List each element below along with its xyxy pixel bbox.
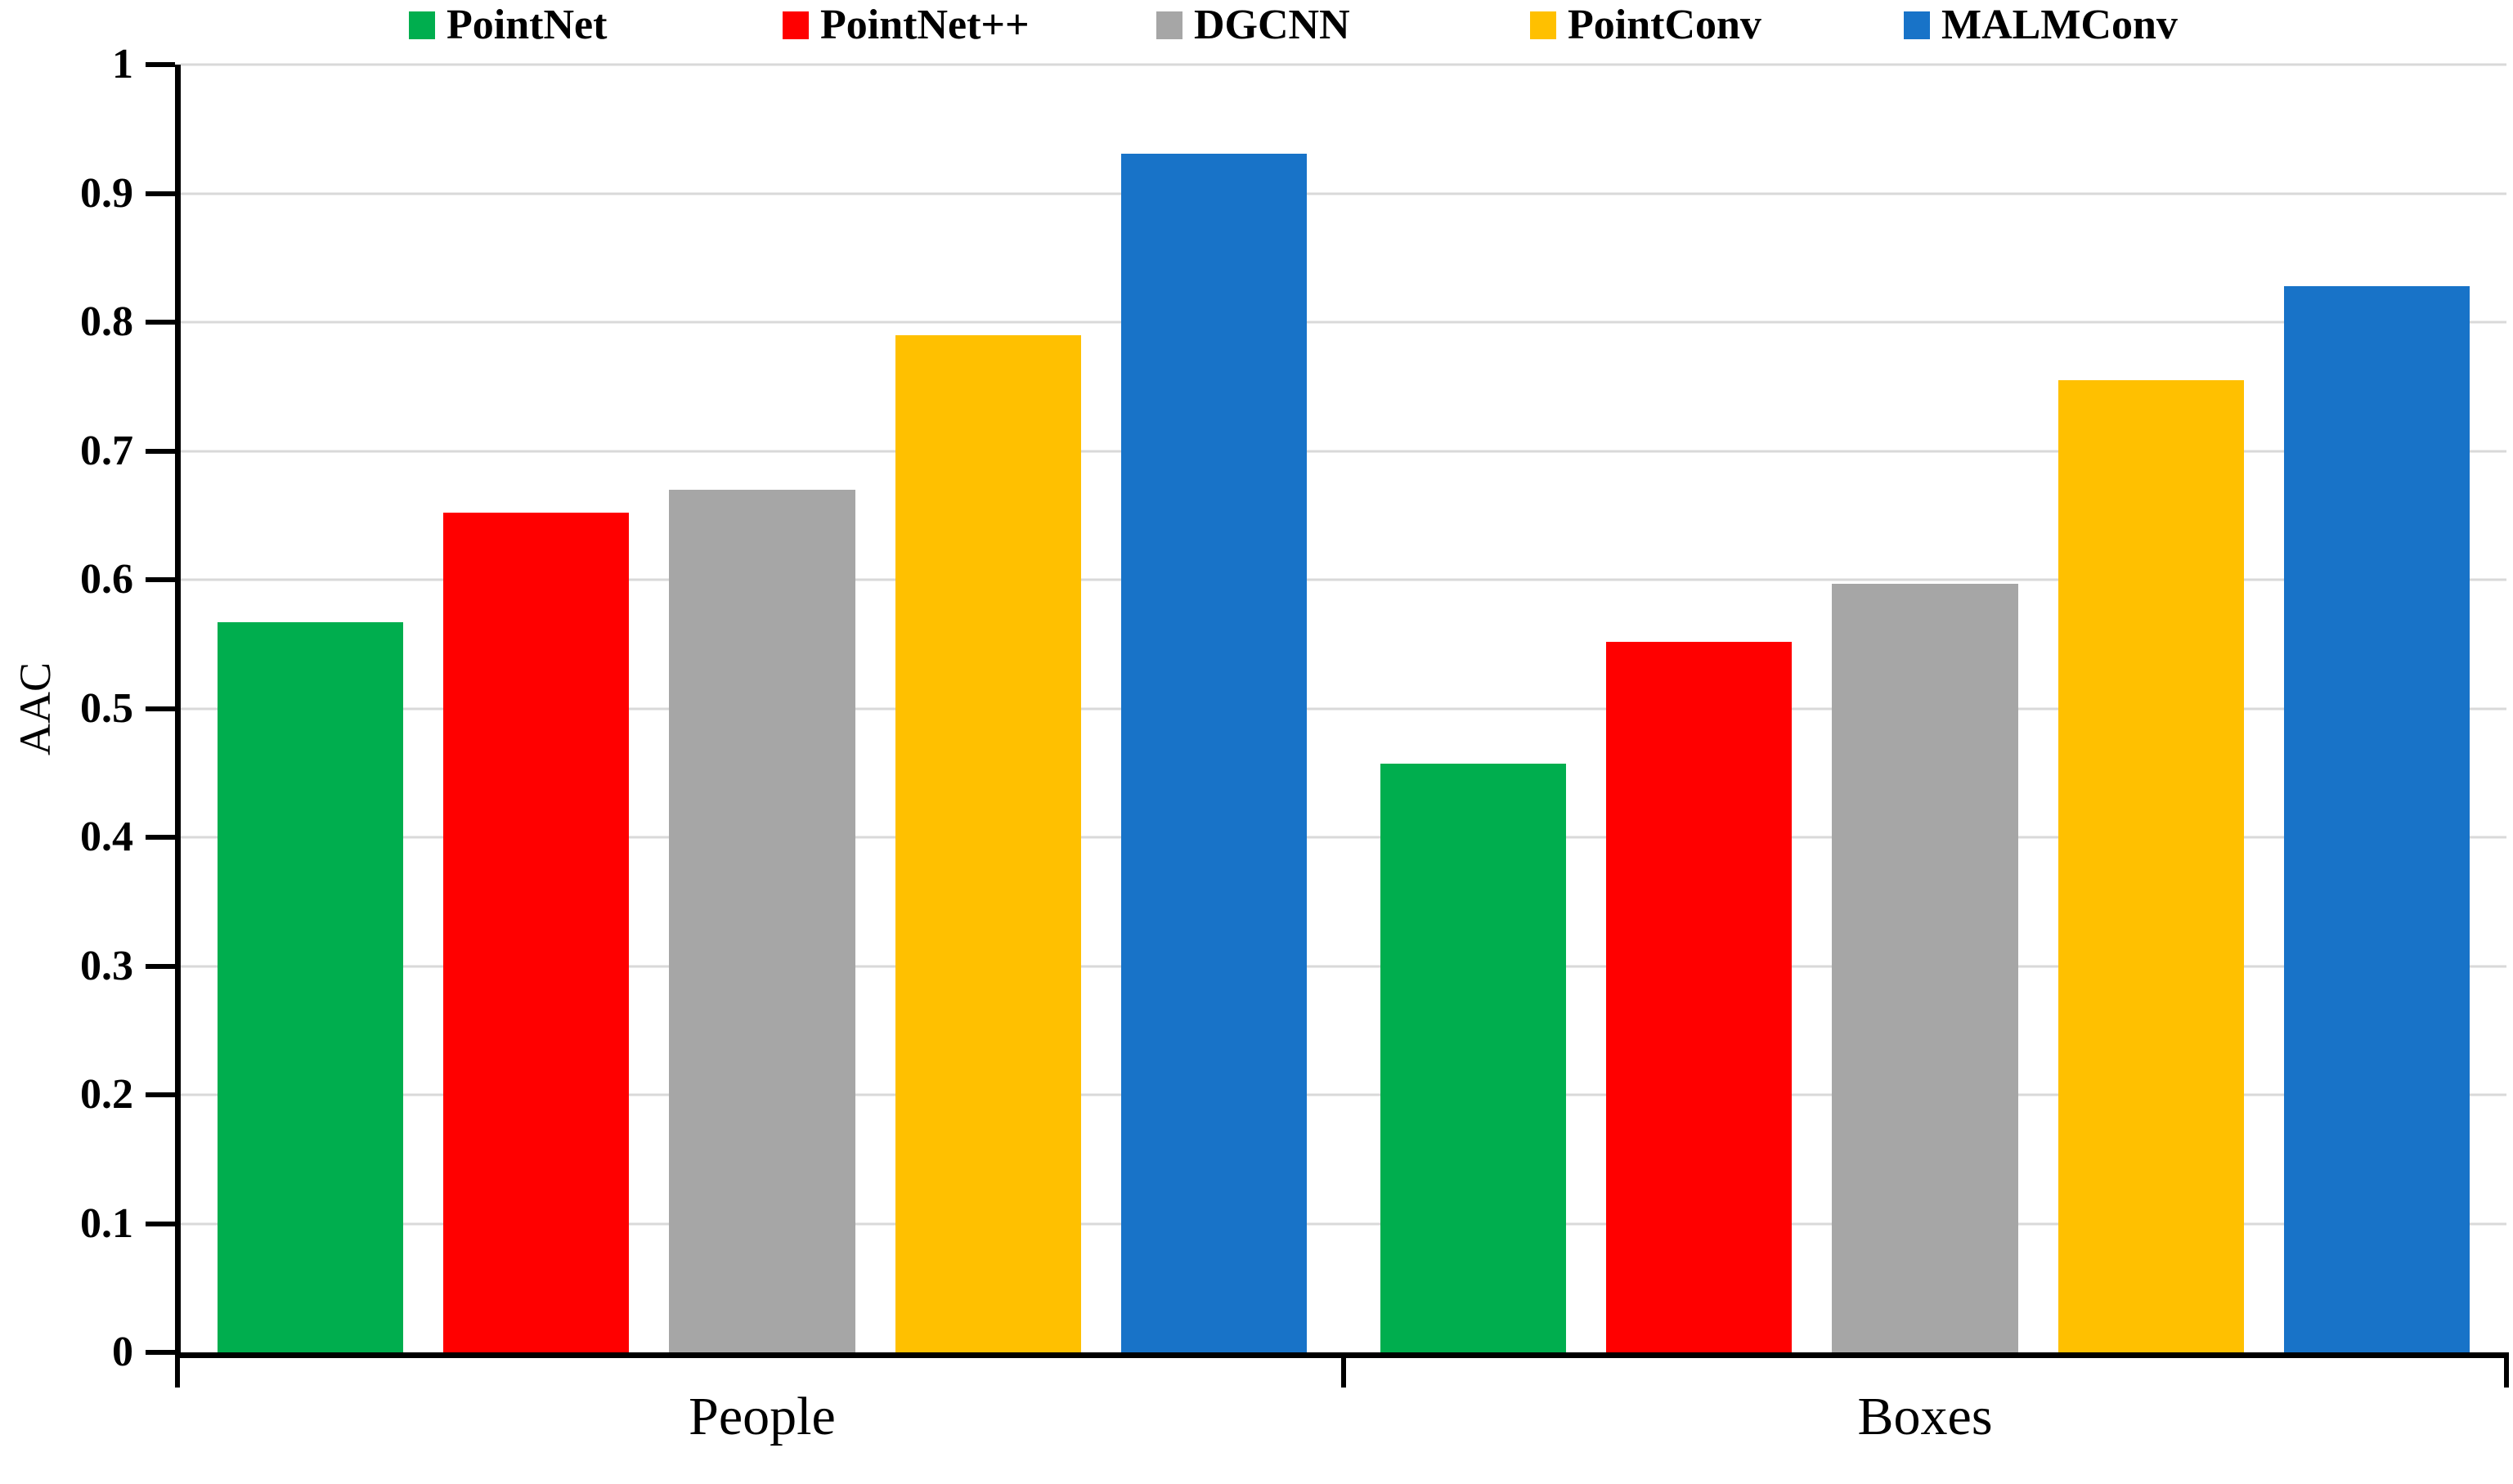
plot-area: AAC 0 0.1 0.2 0.3 0.4 0.5 0.6 0.7 0.8 0.9 1 People B… (11, 43, 2509, 1444)
y-axis-tick-label: 0.3 (80, 942, 133, 989)
legend-swatch-icon (783, 11, 809, 39)
legend-swatch-icon (1530, 11, 1556, 39)
bar-dgcnn-boxes (1832, 583, 2018, 1352)
bar-pointconv-boxes (2058, 379, 2245, 1352)
legend-item-pointconv: PointConv (1530, 4, 1904, 47)
y-axis-title: AAC (11, 661, 60, 755)
y-axis-tick-label: 0.9 (80, 169, 133, 217)
bar-group-boxes (1344, 65, 2506, 1352)
legend-item-malmconv: MALMConv (1904, 4, 2178, 47)
legend-item-pointnet: PointNet (409, 4, 783, 47)
legend-label: PointNet++ (820, 2, 1030, 48)
y-axis-tick-label: 0.2 (80, 1071, 133, 1118)
x-axis-tick (2504, 1352, 2509, 1388)
y-axis-tick-label: 0.4 (80, 814, 133, 860)
y-axis-tick (146, 963, 175, 969)
legend-item-pointnet: PointNet++ (783, 4, 1156, 47)
y-axis-tick (146, 448, 175, 454)
y-axis-tick (146, 1350, 175, 1355)
bar-malmconv-people (1120, 153, 1308, 1352)
gridline (181, 321, 2506, 324)
legend-swatch-icon (1156, 11, 1182, 39)
y-axis-tick-label: 0.7 (80, 427, 133, 474)
y-axis-tick (146, 706, 175, 711)
legend-label: MALMConv (1941, 2, 2178, 48)
x-axis-tick (175, 1352, 180, 1388)
y-axis-tick-label: 0.8 (80, 298, 133, 345)
legend-item-dgcnn: DGCNN (1156, 4, 1530, 47)
y-axis-tick (146, 320, 175, 325)
bar-pointconv-people (895, 334, 1082, 1352)
category-label-boxes: Boxes (1857, 1387, 1993, 1446)
gridline (181, 965, 2506, 967)
bar-pointnet-people (217, 621, 404, 1352)
gridline (181, 192, 2506, 195)
y-axis-tick (146, 577, 175, 582)
category-label-people: People (689, 1387, 836, 1446)
y-axis-tick-label: 0.6 (80, 556, 133, 603)
legend: PointNet PointNet++ DGCNN PointConv MALMConv (409, 3, 2178, 47)
legend-swatch-icon (409, 11, 435, 39)
gridline (181, 450, 2506, 452)
bar-group-people (181, 65, 1344, 1352)
gridline (181, 707, 2506, 710)
gridline (181, 836, 2506, 839)
bar-malmconv-boxes (2283, 285, 2470, 1352)
gridline (181, 578, 2506, 581)
gridline (181, 1222, 2506, 1225)
legend-swatch-icon (1904, 11, 1930, 39)
y-axis-tick-label: 0.1 (80, 1199, 133, 1247)
y-axis-tick (146, 62, 175, 67)
y-axis-tick (146, 835, 175, 840)
bar-pointnet-boxes (1380, 764, 1567, 1352)
bar-pointnet-boxes (1605, 641, 1793, 1352)
gridline (181, 1093, 2506, 1096)
legend-label: DGCNN (1194, 2, 1350, 48)
x-axis-tick (1341, 1352, 1346, 1388)
y-axis-tick (146, 1221, 175, 1226)
legend-label: PointNet (447, 2, 608, 48)
y-axis-tick-label: 0.5 (80, 684, 133, 732)
y-axis-tick-label: 1 (112, 41, 133, 87)
bar-dgcnn-people (669, 489, 855, 1352)
y-axis-tick (146, 1092, 175, 1097)
bar-pointnet-people (442, 513, 630, 1352)
y-axis-tick-label: 0 (112, 1329, 133, 1375)
legend-label: PointConv (1568, 2, 1761, 48)
y-axis-tick (146, 191, 175, 196)
gridline (181, 63, 2506, 66)
